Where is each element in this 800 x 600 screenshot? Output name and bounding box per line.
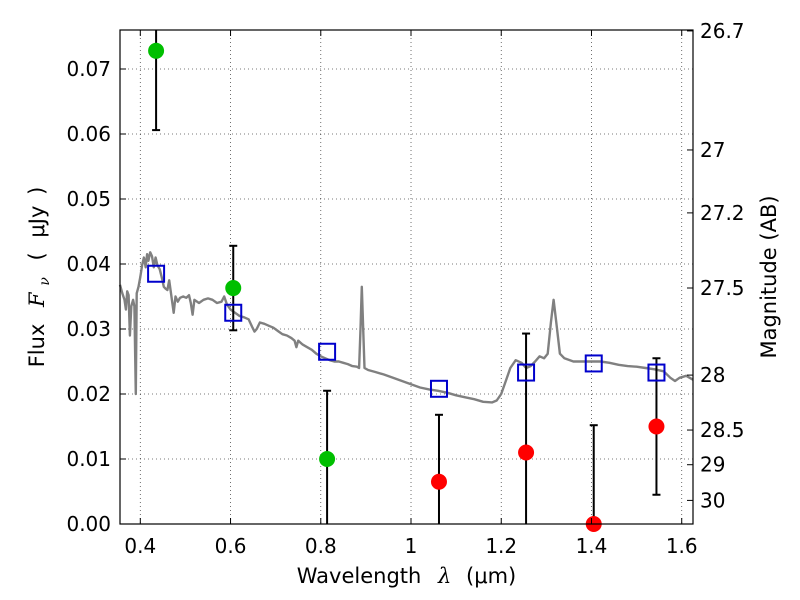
y-axis-title: Flux F ν ( μJy ) xyxy=(25,187,54,368)
y2-tick-label: 28.5 xyxy=(700,418,745,442)
y-tick-label: 0.06 xyxy=(66,122,111,146)
y2-tick-label: 27.5 xyxy=(700,276,745,300)
model-band-square xyxy=(584,354,603,373)
y2-tick-label: 28 xyxy=(700,363,725,387)
model-template xyxy=(118,251,694,404)
photometry-point xyxy=(148,42,165,59)
x-axis-title: Wavelength λ (μm) xyxy=(297,564,516,588)
y-axis-title-symbol-sub: ν xyxy=(37,277,53,286)
y2-tick-label: 29 xyxy=(700,453,725,477)
x-tick-label: 1.6 xyxy=(666,534,698,558)
photometry-point xyxy=(319,451,336,467)
y2-tick-label: 27.2 xyxy=(700,201,745,225)
model-band-square xyxy=(429,379,448,398)
x-axis-title-text: Wavelength xyxy=(297,564,422,588)
x-axis-title-symbol: λ xyxy=(437,564,451,588)
photometry-point xyxy=(518,444,535,461)
y-axis-title-unit: μJy xyxy=(25,206,49,238)
y-tick-label: 0.04 xyxy=(66,252,111,276)
y-axis-title-symbol: F xyxy=(25,291,49,308)
y-tick-label: 0.01 xyxy=(66,447,111,471)
y-tick-label: 0.00 xyxy=(66,512,111,536)
photometry-point xyxy=(648,418,665,435)
x-tick-label: 1.4 xyxy=(576,534,608,558)
x-tick-label: 0.6 xyxy=(215,534,247,558)
y-tick-label: 0.07 xyxy=(66,57,111,81)
y2-tick-label: 26.7 xyxy=(700,19,745,43)
model-band-square xyxy=(318,342,337,361)
y-tick-label: 0.02 xyxy=(66,382,111,406)
x-tick-label: 1 xyxy=(405,534,418,558)
x-axis-title-unit: (μm) xyxy=(466,564,516,588)
plot-frame xyxy=(119,29,694,525)
model-band-square xyxy=(517,363,536,382)
model-band-square xyxy=(647,363,666,382)
y-axis-title-paren-close: ) xyxy=(25,187,49,195)
y2-tick-label: 27 xyxy=(700,138,725,162)
model-band-square xyxy=(224,303,243,322)
data-markers xyxy=(147,42,666,532)
plot-area xyxy=(120,30,693,524)
y-tick-label: 0.03 xyxy=(66,317,111,341)
y2-axis-title: Magnitude (AB) xyxy=(757,195,781,358)
axes: 0.4 0.6 0.8 1 1.2 1.4 1.6 0.00 0.01 0.02 0.03 0.04 0… xyxy=(66,19,744,558)
y-tick-label: 0.05 xyxy=(66,187,111,211)
model-band-square xyxy=(147,264,166,283)
y-axis-title-text: Flux xyxy=(25,324,49,368)
x-tick-label: 0.8 xyxy=(305,534,337,558)
x-tick-label: 0.4 xyxy=(124,534,156,558)
template-spectrum-line xyxy=(118,251,694,404)
y2-tick-label: 30 xyxy=(700,488,725,512)
photometry-point xyxy=(225,280,242,297)
x-tick-label: 1.2 xyxy=(485,534,517,558)
photometry-point xyxy=(430,473,447,490)
y-axis-title-paren-open: ( xyxy=(25,252,49,260)
